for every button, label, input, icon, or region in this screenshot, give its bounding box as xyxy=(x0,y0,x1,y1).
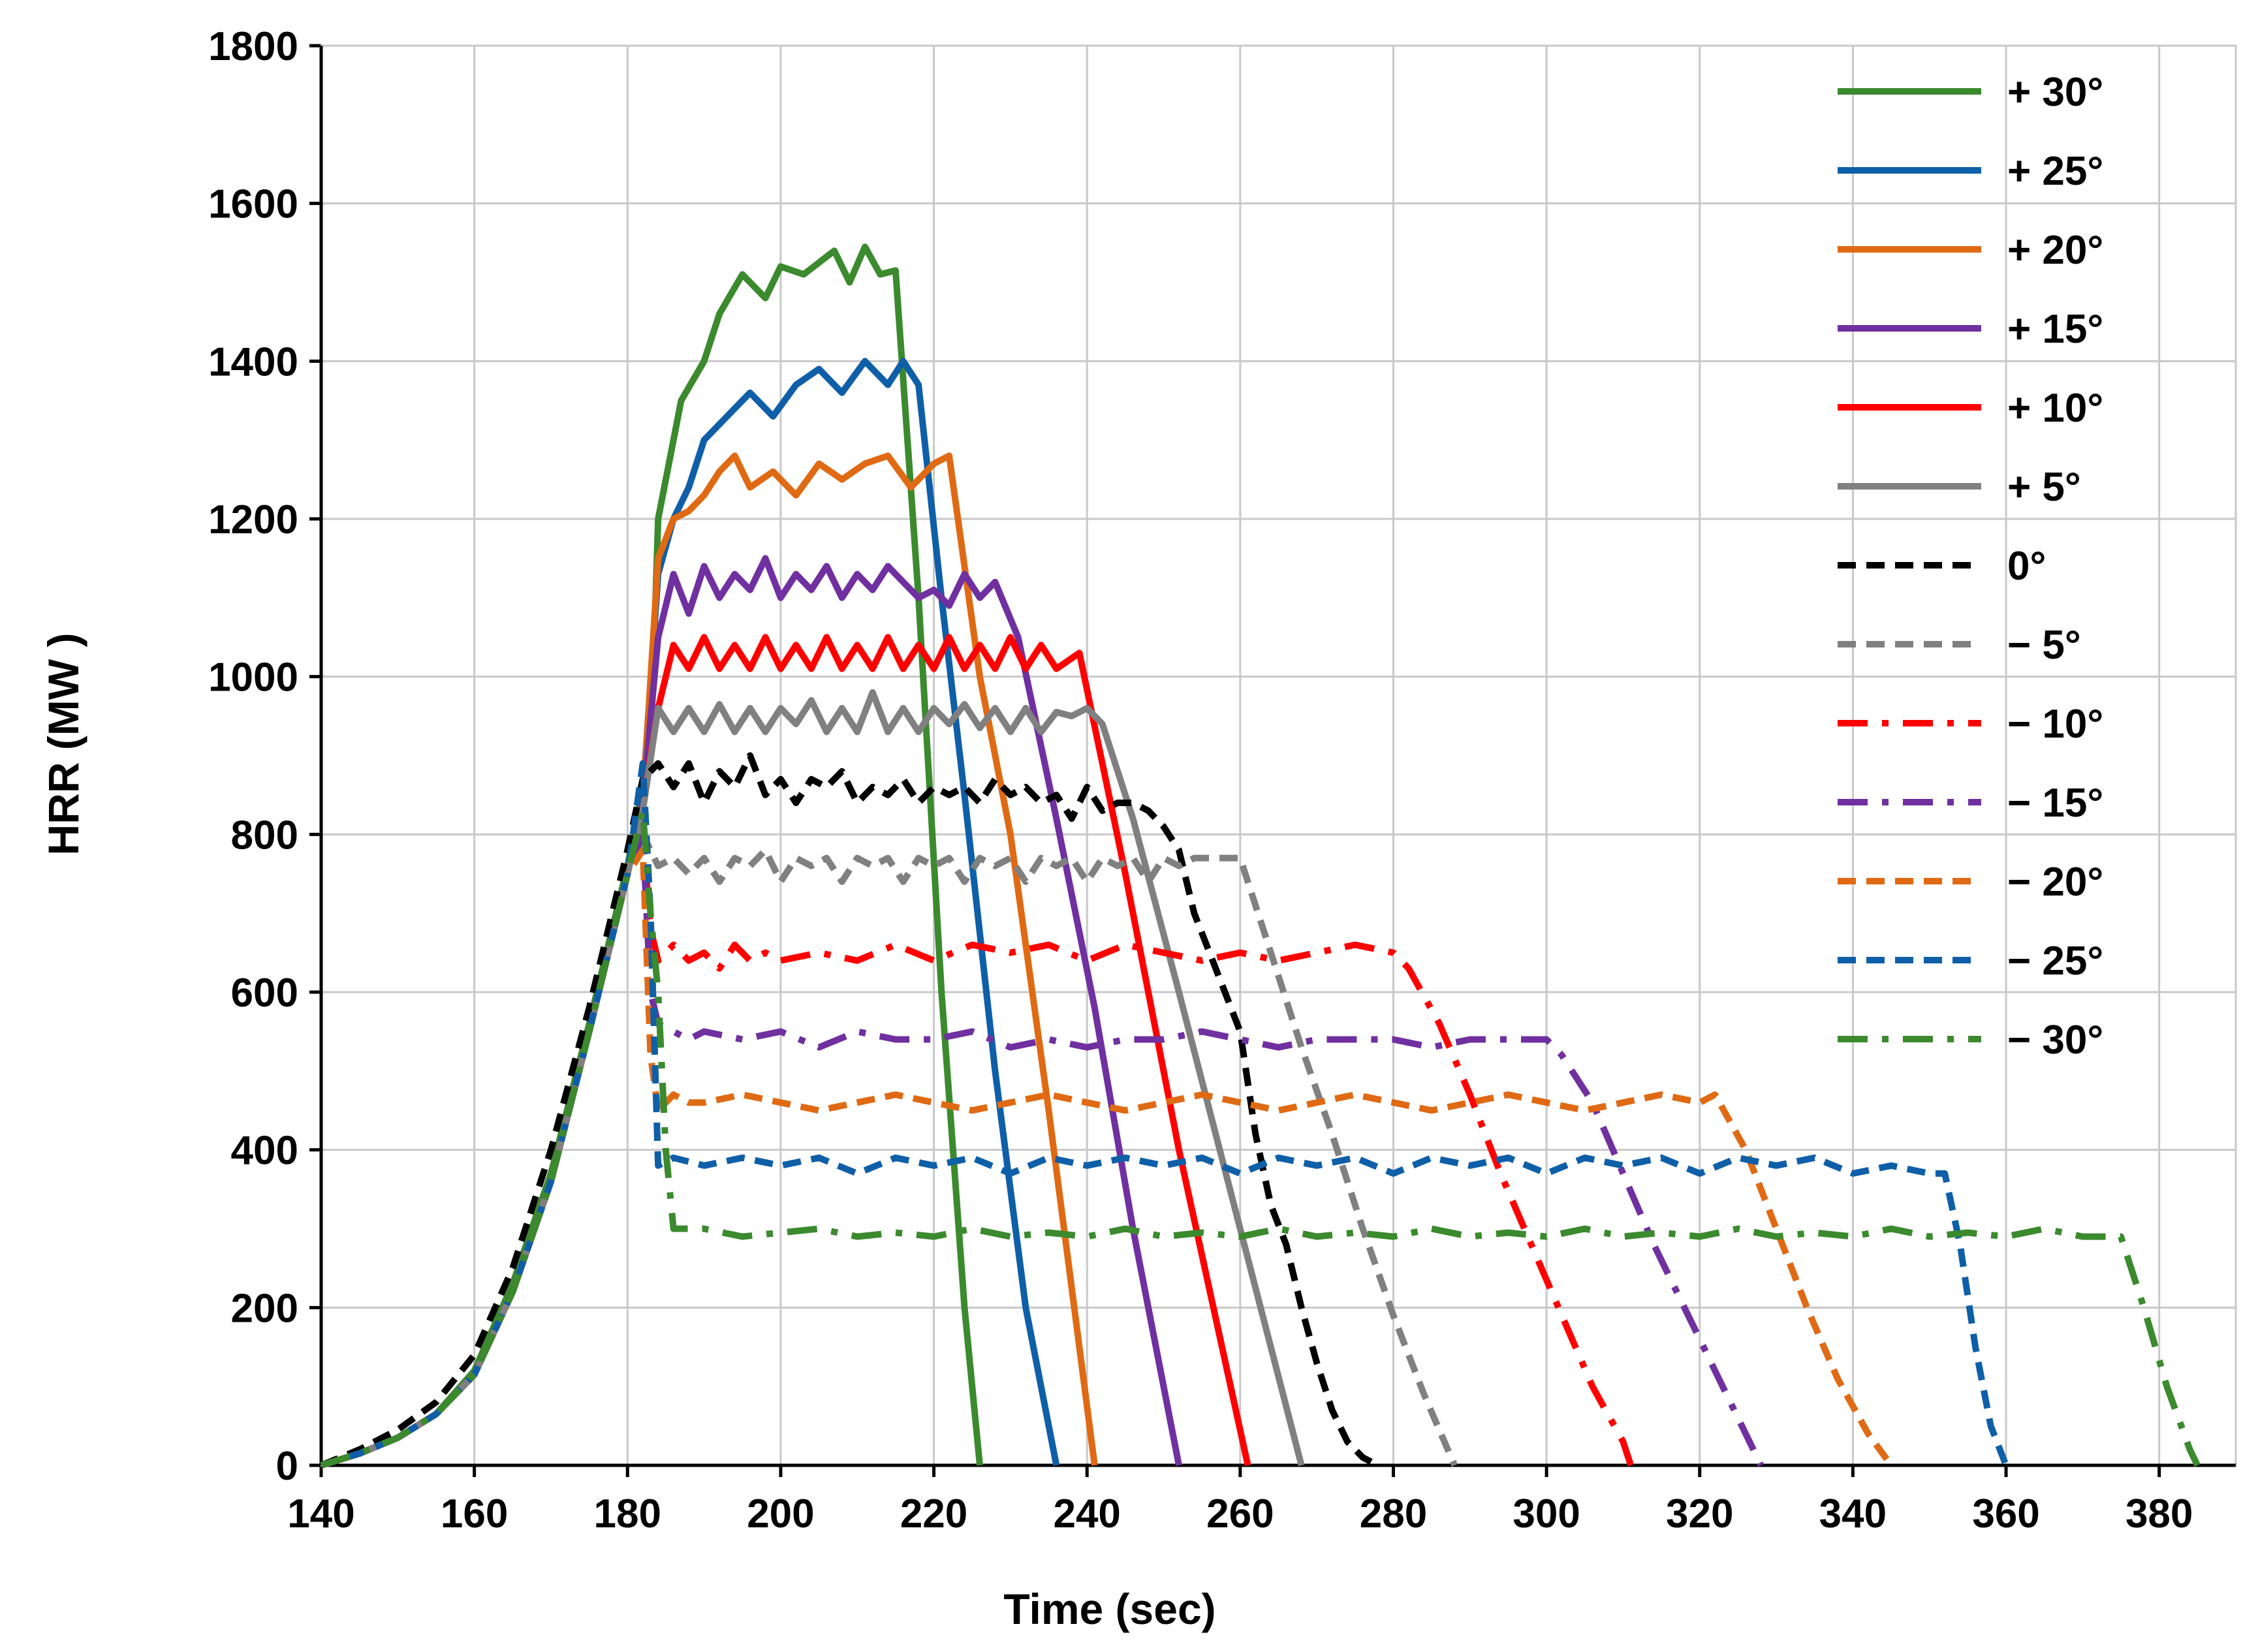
x-tick-label: 360 xyxy=(1972,1491,2039,1536)
series-line-4 xyxy=(320,634,1251,1469)
y-tick-label: 0 xyxy=(276,1444,298,1489)
x-tick-label: 340 xyxy=(1819,1491,1887,1536)
y-tick-label: 200 xyxy=(231,1286,298,1331)
series-lines xyxy=(320,243,2201,1469)
x-tick-label: 140 xyxy=(287,1491,354,1536)
x-tick-label: 300 xyxy=(1513,1491,1580,1536)
legend-label: 0° xyxy=(2007,544,2046,589)
x-tick-labels: 140 160 180 200 220 240 260 280 300 320 340 360 380 xyxy=(287,1491,2193,1536)
y-tick-label: 600 xyxy=(231,971,298,1016)
legend-label: − 25° xyxy=(2007,939,2103,984)
y-tick-label: 1400 xyxy=(208,339,298,384)
plot-area xyxy=(320,44,2237,1467)
x-tick-label: 320 xyxy=(1666,1491,1733,1536)
series-line-0 xyxy=(320,243,983,1469)
x-tick-label: 240 xyxy=(1053,1491,1120,1536)
legend-label: + 5° xyxy=(2007,465,2081,510)
y-tick-label: 1000 xyxy=(208,655,298,700)
legend-label: + 25° xyxy=(2007,149,2103,194)
series-line-6 xyxy=(320,752,1380,1469)
y-tick-label: 1800 xyxy=(208,24,298,69)
x-tick-label: 160 xyxy=(441,1491,508,1536)
legend-label: + 10° xyxy=(2007,386,2103,431)
x-tick-label: 280 xyxy=(1360,1491,1427,1536)
series-line-1 xyxy=(320,358,1060,1469)
x-tick-label: 220 xyxy=(900,1491,967,1536)
x-tick-label: 260 xyxy=(1206,1491,1274,1536)
legend-label: + 30° xyxy=(2007,70,2103,115)
y-axis-title: HRR (MW ) xyxy=(39,633,87,856)
y-tick-label: 1600 xyxy=(208,182,298,227)
legend-label: − 15° xyxy=(2007,781,2103,826)
legend-label: + 15° xyxy=(2007,307,2103,352)
series-line-10 xyxy=(320,847,1894,1469)
grid xyxy=(320,44,2236,1467)
series-line-3 xyxy=(320,555,1182,1469)
legend-label: − 30° xyxy=(2007,1018,2103,1063)
x-tick-label: 180 xyxy=(594,1491,661,1536)
y-tick-label: 1200 xyxy=(208,497,298,542)
x-tick-label: 200 xyxy=(747,1491,814,1536)
legend-label: − 10° xyxy=(2007,702,2103,747)
y-tick-label: 800 xyxy=(231,813,298,858)
series-line-12 xyxy=(320,807,2201,1469)
x-axis-title: Time (sec) xyxy=(1003,1585,1215,1633)
y-tick-labels: 0 200 400 600 800 1000 1200 1400 1600 1800 xyxy=(208,24,298,1489)
series-line-11 xyxy=(320,760,2009,1469)
legend: + 30° + 25° + 20° + 15° + 10° + 5° 0° − 5° − 10°… xyxy=(1838,70,2103,1063)
y-tick-label: 400 xyxy=(231,1129,298,1174)
series-line-2 xyxy=(320,452,1098,1469)
legend-label: + 20° xyxy=(2007,228,2103,273)
legend-label: − 5° xyxy=(2007,623,2081,668)
x-tick-label: 380 xyxy=(2125,1491,2193,1536)
axes xyxy=(309,44,2237,1477)
legend-label: − 20° xyxy=(2007,860,2103,905)
